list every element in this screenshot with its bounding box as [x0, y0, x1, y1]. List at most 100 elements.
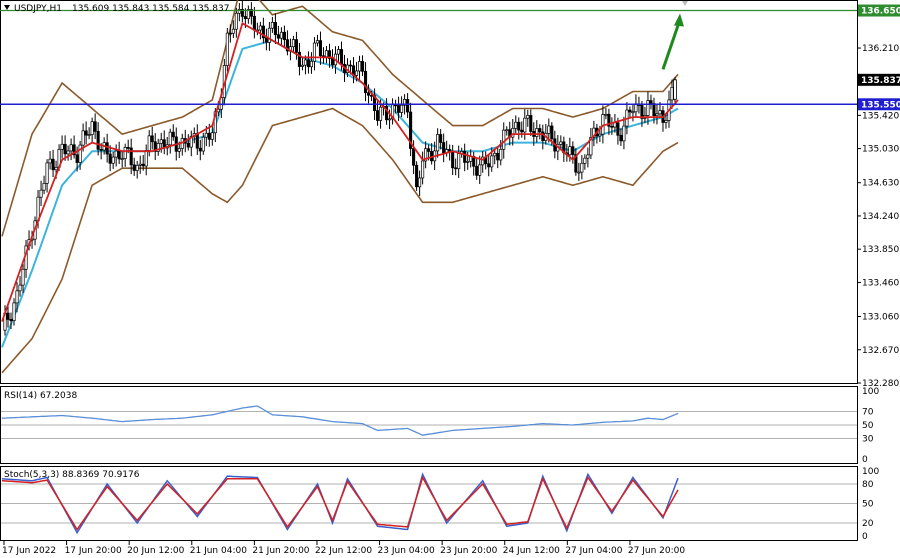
candle[interactable] — [231, 20, 235, 38]
candle[interactable] — [6, 303, 10, 328]
candle[interactable] — [276, 25, 280, 45]
candle[interactable] — [360, 55, 365, 77]
candle[interactable] — [60, 135, 64, 159]
candle[interactable] — [622, 116, 626, 150]
candle[interactable] — [418, 170, 422, 197]
candle[interactable] — [189, 130, 193, 157]
candle[interactable] — [400, 96, 404, 118]
candle[interactable] — [580, 155, 584, 180]
candle[interactable] — [153, 133, 157, 161]
candle[interactable] — [493, 148, 497, 165]
candle[interactable] — [574, 148, 578, 176]
candle[interactable] — [619, 128, 623, 146]
candle[interactable] — [48, 151, 52, 170]
candle[interactable] — [631, 104, 635, 122]
candle[interactable] — [285, 30, 289, 56]
candle[interactable] — [228, 24, 232, 43]
candle[interactable] — [12, 298, 16, 326]
candle[interactable] — [168, 128, 172, 154]
candle[interactable] — [105, 133, 109, 163]
candle[interactable] — [90, 117, 94, 144]
candle[interactable] — [309, 52, 314, 74]
candle[interactable] — [225, 28, 229, 72]
candle[interactable] — [640, 100, 644, 127]
candle[interactable] — [171, 124, 175, 141]
candle[interactable] — [604, 108, 608, 120]
candle[interactable] — [198, 139, 202, 161]
candle[interactable] — [318, 31, 323, 65]
candle[interactable] — [246, 5, 250, 24]
candle[interactable] — [439, 129, 443, 150]
candlestick-series[interactable] — [3, 0, 677, 336]
candle[interactable] — [366, 84, 371, 104]
candle[interactable] — [45, 159, 49, 193]
candle[interactable] — [607, 108, 611, 135]
candle[interactable] — [315, 34, 320, 47]
candle[interactable] — [132, 157, 136, 176]
candle[interactable] — [18, 276, 22, 297]
candle[interactable] — [628, 106, 632, 118]
candle[interactable] — [357, 55, 362, 81]
candle[interactable] — [249, 2, 253, 25]
candle[interactable] — [123, 143, 127, 167]
candle[interactable] — [78, 141, 82, 170]
candle[interactable] — [424, 141, 428, 169]
candle[interactable] — [15, 282, 19, 313]
candle[interactable] — [421, 151, 425, 185]
candle[interactable] — [135, 160, 139, 179]
candle[interactable] — [297, 42, 301, 76]
candle[interactable] — [376, 101, 380, 126]
candle[interactable] — [63, 135, 67, 161]
candle[interactable] — [267, 21, 271, 51]
candle[interactable] — [108, 145, 112, 172]
shift-marker-icon[interactable] — [682, 1, 688, 6]
candle[interactable] — [138, 155, 142, 174]
candle[interactable] — [66, 145, 70, 161]
candle[interactable] — [363, 62, 368, 102]
candle[interactable] — [511, 118, 515, 146]
candle[interactable] — [261, 17, 265, 44]
candle[interactable] — [616, 117, 620, 145]
candle[interactable] — [237, 3, 241, 22]
candle[interactable] — [538, 124, 542, 140]
candle[interactable] — [39, 180, 43, 206]
candle[interactable] — [234, 7, 238, 38]
candle[interactable] — [436, 128, 440, 158]
candle[interactable] — [583, 154, 587, 170]
candle[interactable] — [529, 109, 533, 136]
candle[interactable] — [664, 113, 668, 129]
candle[interactable] — [526, 109, 530, 127]
candle[interactable] — [406, 93, 410, 119]
candle[interactable] — [87, 127, 91, 140]
candle[interactable] — [463, 143, 467, 172]
candle[interactable] — [51, 149, 55, 177]
candle[interactable] — [496, 146, 500, 169]
candle[interactable] — [505, 126, 509, 136]
candle[interactable] — [150, 126, 154, 150]
candle[interactable] — [72, 135, 76, 159]
candle[interactable] — [592, 120, 596, 147]
candle[interactable] — [258, 21, 262, 40]
candle[interactable] — [535, 120, 539, 143]
triangle-down-icon[interactable] — [4, 5, 10, 10]
candle[interactable] — [327, 43, 332, 68]
candle[interactable] — [69, 138, 73, 161]
candle[interactable] — [141, 155, 145, 171]
candle[interactable] — [589, 128, 593, 160]
candle[interactable] — [279, 27, 283, 46]
candle[interactable] — [646, 91, 650, 125]
candle[interactable] — [517, 117, 521, 140]
candle[interactable] — [415, 161, 419, 191]
candle[interactable] — [312, 37, 317, 71]
candle[interactable] — [42, 175, 46, 195]
candle[interactable] — [306, 51, 311, 74]
candle[interactable] — [303, 55, 307, 75]
candle[interactable] — [273, 13, 277, 45]
candle[interactable] — [397, 96, 401, 122]
candle[interactable] — [96, 122, 100, 156]
candle[interactable] — [93, 113, 97, 140]
candle[interactable] — [300, 58, 304, 71]
candle[interactable] — [201, 132, 205, 155]
